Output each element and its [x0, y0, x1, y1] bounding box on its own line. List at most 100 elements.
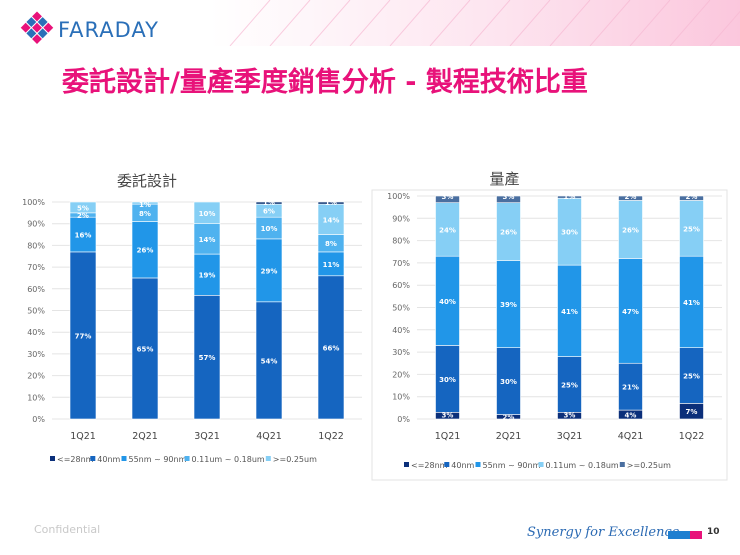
chart-0-legend-swatch — [50, 456, 55, 461]
chart-1-bar-segment — [435, 195, 460, 203]
chart-0-ytick: 80% — [27, 241, 45, 250]
chart-1-data-label: 21% — [622, 384, 639, 392]
chart-0-data-label: 19% — [199, 272, 216, 280]
chart-0-data-label: 11% — [323, 261, 340, 269]
chart-0-ytick: 100% — [22, 198, 45, 207]
chart-1-ytick: 40% — [392, 326, 410, 335]
chart-0-data-label: 1% — [263, 199, 275, 207]
chart-1-bar-segment — [618, 362, 643, 411]
chart-1-data-label: 24% — [439, 226, 456, 234]
chart-1-ytick: 50% — [392, 304, 410, 313]
chart-1-bar-segment — [435, 345, 460, 413]
chart-1-legend-swatch — [475, 462, 481, 467]
header-stripes — [229, 0, 740, 46]
chart-0-bar-segment — [255, 238, 283, 303]
logo-diamond-icon — [20, 11, 54, 44]
chart-0-bar-segment — [317, 203, 345, 235]
logo-text: FARADAY — [58, 18, 159, 42]
chart-1-data-label: 30% — [500, 378, 517, 386]
chart-1-legend-swatch — [619, 462, 625, 467]
chart-1-category-label: 1Q21 — [435, 431, 461, 442]
chart-1-bar-segment — [496, 202, 521, 261]
chart-0-ytick: 10% — [27, 393, 45, 402]
chart-0-category-label: 3Q21 — [194, 431, 220, 442]
chart-0-ytick: 30% — [27, 350, 45, 359]
chart-1-data-label: 30% — [439, 376, 456, 384]
chart-1-data-label: 2% — [503, 414, 515, 422]
chart-1-data-label: 3% — [503, 193, 515, 201]
chart-1-ytick: 100% — [387, 192, 410, 201]
chart-0-bar-segment — [69, 251, 97, 420]
chart-0-bar-segment — [193, 253, 221, 296]
chart-0-legend-swatch — [121, 456, 127, 461]
chart-1-data-label: 25% — [683, 225, 700, 233]
chart-0-ytick: 70% — [27, 263, 45, 272]
footer-bar-blue — [668, 531, 690, 539]
chart-0-legend-swatch — [184, 456, 190, 461]
chart-1-legend-label: <=28nm — [411, 461, 448, 470]
chart-0-data-label: 16% — [75, 232, 92, 240]
chart-0-ytick: 20% — [27, 372, 45, 381]
chart-1-ytick: 0% — [397, 415, 410, 424]
chart-1-legend-swatch — [538, 462, 544, 467]
chart-0-data-label: 5% — [77, 204, 89, 212]
chart-1-data-label: 26% — [500, 229, 517, 237]
chart-1-bar-segment — [496, 347, 521, 415]
chart-0-data-label: 1% — [139, 201, 151, 209]
chart-1-ytick: 60% — [392, 281, 410, 290]
chart-0-bar-segment — [255, 201, 283, 205]
chart-0-data-label: 10% — [261, 225, 278, 233]
faraday-logo: FARADAY — [20, 8, 180, 44]
chart-1-category-label: 3Q21 — [557, 431, 583, 442]
chart-1-data-label: 41% — [683, 299, 700, 307]
chart-1-legend-label: 40nm — [451, 461, 474, 470]
chart-0-data-label: 26% — [137, 247, 154, 255]
chart-0-data-label: 8% — [325, 240, 337, 248]
chart-0-data-label: 77% — [75, 332, 92, 340]
chart-0-bar-segment — [255, 301, 283, 420]
page-title: 委託設計/量產季度銷售分析 - 製程技術比重 — [62, 67, 588, 98]
chart-1-bar-segment — [557, 195, 582, 199]
chart-0-data-label: 1% — [325, 199, 337, 207]
chart-1-data-label: 40% — [439, 298, 456, 306]
chart-0-legend-swatch — [265, 456, 271, 461]
chart-1-ytick: 10% — [392, 393, 410, 402]
chart-1-data-label: 7% — [686, 408, 698, 416]
chart-1-bar-segment — [435, 255, 460, 346]
chart-1-data-label: 3% — [442, 193, 454, 201]
chart-0-legend-label: 55nm ~ 90nm — [129, 455, 187, 464]
chart-0-data-label: 2% — [77, 212, 89, 220]
chart-1-bar-segment — [679, 195, 704, 201]
chart-1-legend-swatch — [444, 462, 450, 467]
chart-1-bar-segment — [557, 356, 582, 413]
chart-0-data-label: 66% — [323, 344, 340, 352]
chart-1-category-label: 4Q21 — [618, 431, 644, 442]
chart-1-data-label: 47% — [622, 308, 639, 316]
chart-1-ytick: 70% — [392, 259, 410, 268]
chart-1-data-label: 1% — [564, 193, 576, 201]
chart-1-legend-swatch — [404, 462, 409, 467]
chart-0-category-label: 4Q21 — [256, 431, 282, 442]
chart-1-category-label: 2Q21 — [496, 431, 522, 442]
chart-0-ytick: 40% — [27, 328, 45, 337]
chart-0-bar-segment — [193, 295, 221, 420]
chart-0-bar-segment — [193, 201, 221, 225]
chart-1-data-label: 4% — [625, 412, 637, 420]
footer-confidential: Confidential — [34, 523, 101, 536]
chart-0-legend-swatch — [90, 456, 96, 461]
chart-1-data-label: 25% — [561, 381, 578, 389]
chart-0-data-label: 29% — [261, 267, 278, 275]
chart-0-bar-segment — [69, 201, 97, 214]
chart-0-legend-label: 0.11um ~ 0.18um — [192, 455, 265, 464]
chart-1-data-label: 3% — [442, 411, 454, 419]
chart-0-ytick: 0% — [32, 415, 45, 424]
chart-1-legend-label: >=0.25um — [627, 461, 671, 470]
chart-0-bar-segment — [193, 223, 221, 255]
chart-1-bar-segment — [496, 195, 521, 203]
chart-0-data-label: 14% — [199, 236, 216, 244]
chart-0-legend-label: >=0.25um — [273, 455, 317, 464]
chart-1-legend-label: 0.11um ~ 0.18um — [546, 461, 619, 470]
footer-slogan: Synergy for Excellence — [527, 525, 680, 540]
chart-1-legend-label: 55nm ~ 90nm — [483, 461, 541, 470]
